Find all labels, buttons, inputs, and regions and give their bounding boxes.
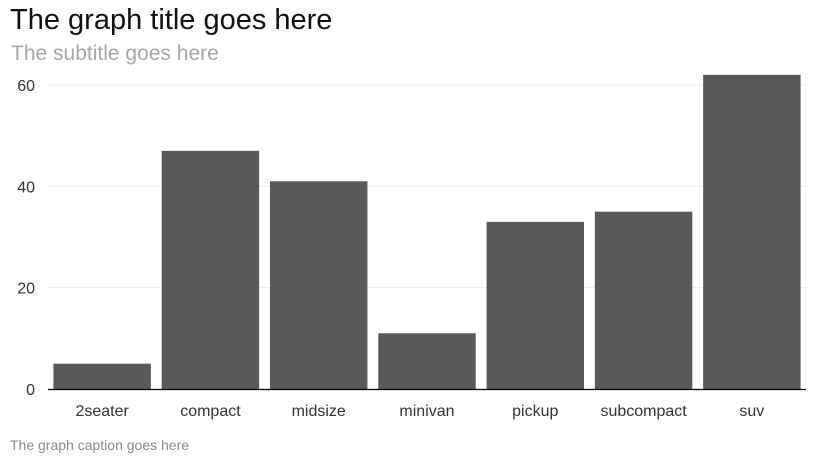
bar-pickup	[486, 221, 585, 389]
y-tick-label: 0	[26, 382, 35, 399]
y-axis-ticks: 0 20 40 60	[17, 78, 35, 399]
x-tick-label: midsize	[292, 403, 346, 420]
x-tick-label: subcompact	[600, 403, 687, 420]
x-tick-label: suv	[739, 403, 764, 420]
chart-caption: The graph caption goes here	[10, 437, 190, 453]
x-tick-label: compact	[180, 403, 241, 420]
bar-minivan	[378, 333, 476, 389]
y-tick-label: 60	[17, 78, 35, 95]
y-tick-label: 40	[17, 179, 35, 196]
y-tick-label: 20	[17, 281, 35, 298]
bar-suv	[703, 74, 801, 389]
bars	[53, 74, 801, 389]
x-axis-ticks: 2seater compact midsize minivan pickup subcom…	[75, 403, 764, 420]
x-tick-label: pickup	[512, 403, 558, 420]
bar-subcompact	[594, 211, 693, 389]
bar-midsize	[269, 181, 368, 389]
bar-2seater	[53, 363, 151, 389]
x-tick-label: minivan	[399, 403, 454, 420]
x-tick-label: 2seater	[75, 403, 129, 420]
chart-subtitle: The subtitle goes here	[11, 42, 219, 65]
bar-compact	[161, 150, 260, 389]
chart-title: The graph title goes here	[10, 4, 333, 36]
